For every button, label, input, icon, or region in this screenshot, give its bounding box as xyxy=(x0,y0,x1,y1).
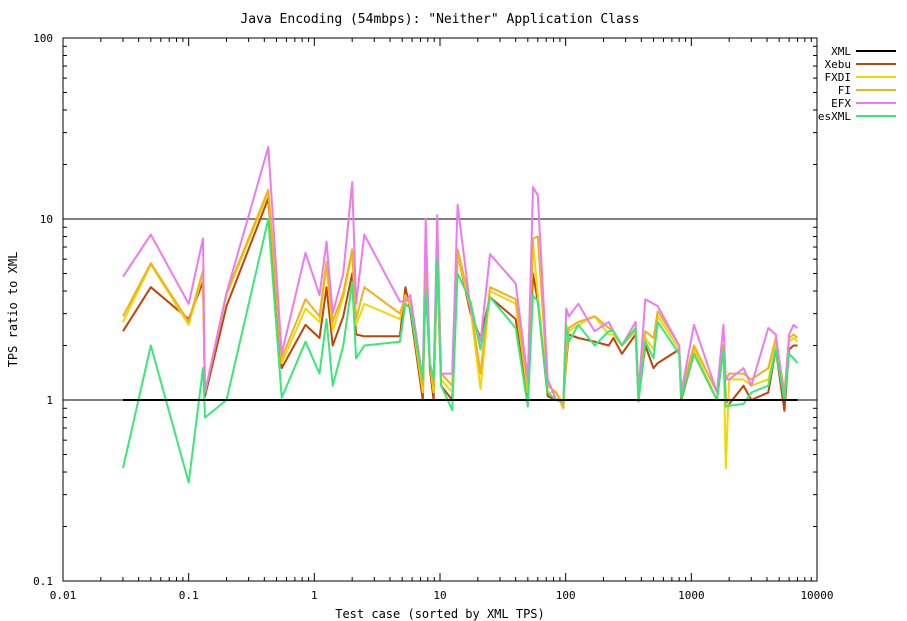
y-tick-label: 100 xyxy=(33,32,53,45)
y-tick-label: 1 xyxy=(46,394,53,407)
legend-label-fxdi: FXDI xyxy=(825,71,852,84)
legend-label-efx: EFX xyxy=(831,97,851,110)
y-tick-label: 10 xyxy=(40,213,53,226)
x-tick-label: 100 xyxy=(556,589,576,602)
legend-label-esxml: esXML xyxy=(818,110,851,123)
series-line-esxml xyxy=(122,218,799,484)
x-axis-title: Test case (sorted by XML TPS) xyxy=(335,607,545,621)
x-tick-label: 10000 xyxy=(800,589,833,602)
x-tick-label: 1000 xyxy=(678,589,705,602)
legend-label-xebu: Xebu xyxy=(825,58,852,71)
legend-label-xml: XML xyxy=(831,45,851,58)
x-tick-label: 0.01 xyxy=(50,589,77,602)
chart-title: Java Encoding (54mbps): "Neither" Applic… xyxy=(240,12,639,27)
series-line-efx xyxy=(122,146,799,401)
legend-label-fi: FI xyxy=(838,84,851,97)
y-tick-label: 0.1 xyxy=(33,575,53,588)
x-tick-label: 0.1 xyxy=(179,589,199,602)
y-axis-title: TPS ratio to XML xyxy=(6,252,20,368)
x-tick-label: 10 xyxy=(433,589,446,602)
x-tick-label: 1 xyxy=(311,589,318,602)
